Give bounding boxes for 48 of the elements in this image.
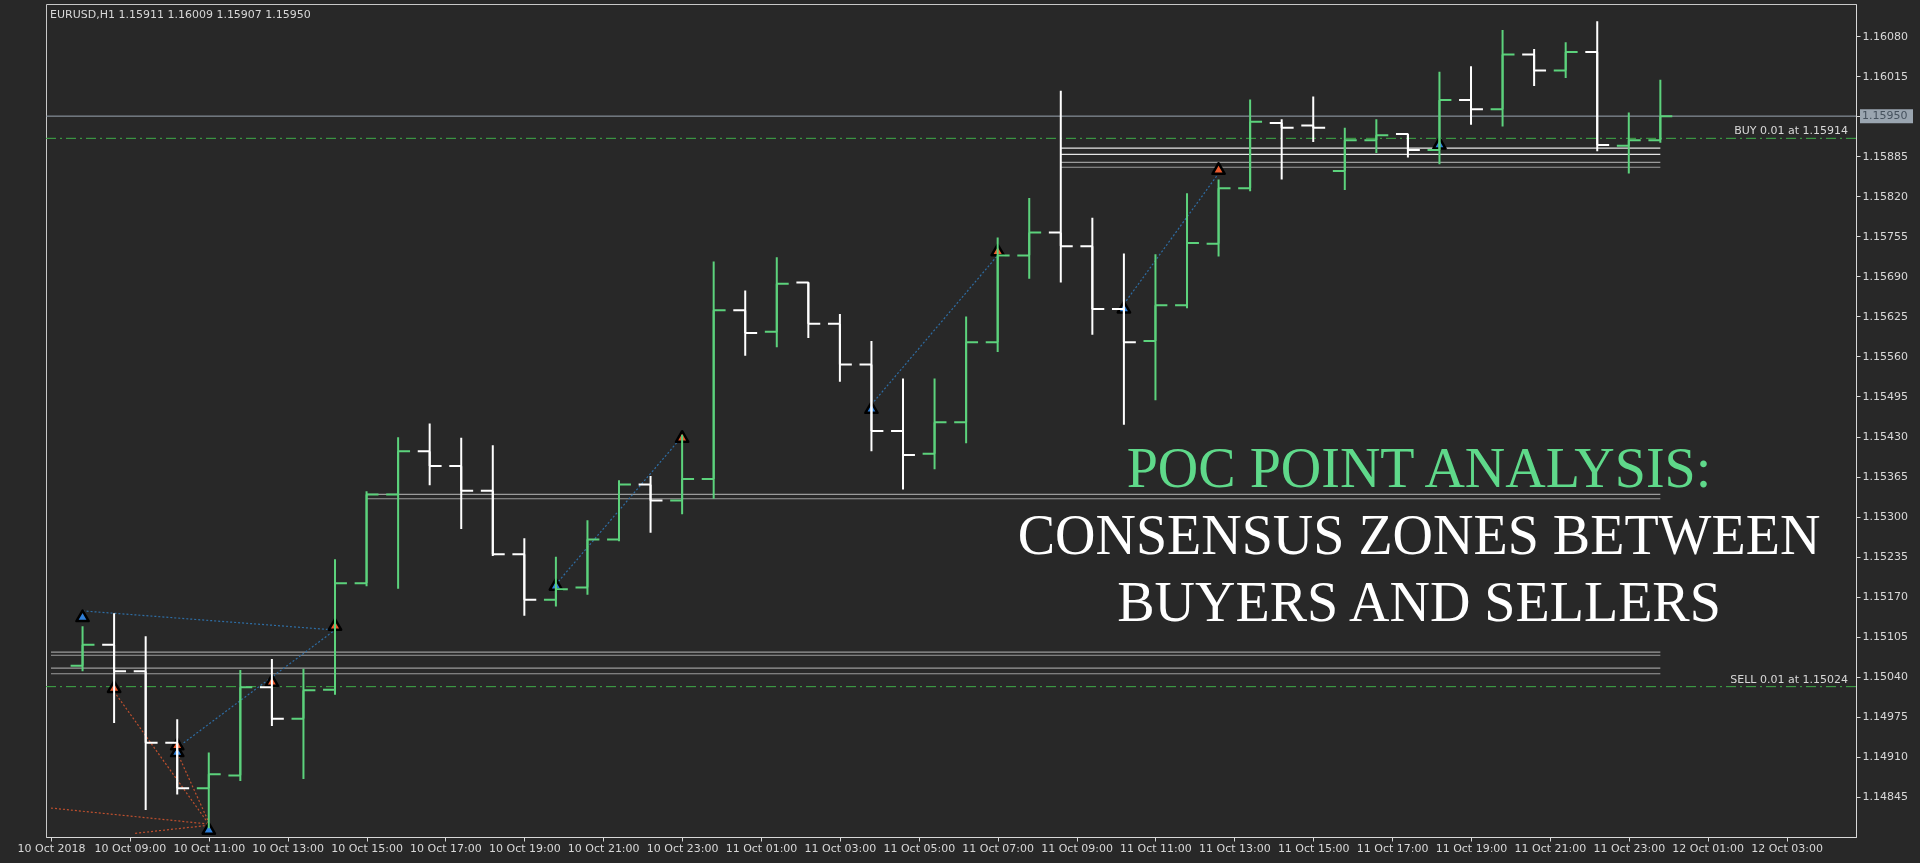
y-tick-label: 1.15235 (1862, 550, 1908, 564)
y-tick-label: 1.15690 (1862, 269, 1908, 283)
x-tick-label: 10 Oct 13:00 (252, 841, 325, 855)
x-tick-label: 11 Oct 13:00 (1198, 841, 1271, 855)
y-tick-label: 1.15885 (1862, 149, 1908, 163)
x-tick-label: 11 Oct 05:00 (883, 841, 956, 855)
x-tick-label: 10 Oct 11:00 (173, 841, 246, 855)
y-tick-label: 1.14845 (1862, 790, 1908, 804)
ref-line-label: BUY 0.01 at 1.15914 (1734, 124, 1848, 138)
x-tick-label: 11 Oct 01:00 (725, 841, 798, 855)
y-tick-label: 1.15495 (1862, 389, 1908, 403)
x-tick-label: 11 Oct 07:00 (962, 841, 1035, 855)
x-tick-label: 10 Oct 09:00 (94, 841, 167, 855)
x-tick-label: 12 Oct 03:00 (1751, 841, 1823, 855)
x-tick-label: 10 Oct 2018 (17, 841, 86, 855)
x-tick-label: 11 Oct 09:00 (1041, 841, 1113, 855)
x-tick-label: 11 Oct 21:00 (1514, 841, 1587, 855)
text: CONSENSUS ZONES BETWEEN BUYERS AND SELLERS (1017, 504, 1821, 633)
annotation: EURUSD,H1 1.15911 1.16009 1.15907 1.15950 (50, 8, 311, 21)
x-tick-label: 11 Oct 19:00 (1435, 841, 1508, 855)
text: POC POINT ANALYSIS: (1126, 437, 1712, 499)
x-tick-label: 10 Oct 15:00 (331, 841, 403, 855)
y-tick-label: 1.16015 (1862, 69, 1908, 83)
y-tick-label: 1.14910 (1862, 750, 1908, 764)
x-tick-label: 10 Oct 23:00 (646, 841, 719, 855)
y-tick-label: 1.15560 (1862, 349, 1908, 363)
y-tick-label: 1.16080 (1862, 29, 1908, 43)
y-tick-label: 1.15430 (1862, 430, 1908, 444)
x-tick-label: 12 Oct 01:00 (1672, 841, 1745, 855)
x-tick-label: 10 Oct 21:00 (567, 841, 640, 855)
y-tick-label: 1.15170 (1862, 590, 1908, 604)
y-tick-label: 1.15755 (1862, 229, 1908, 243)
y-tick-label: 1.15300 (1862, 510, 1908, 524)
x-tick-label: 11 Oct 03:00 (804, 841, 877, 855)
y-tick-label: 1.15820 (1862, 189, 1908, 203)
y-tick-label: 1.15040 (1862, 670, 1908, 684)
x-tick-label: 10 Oct 19:00 (488, 841, 561, 855)
ref-line-label: SELL 0.01 at 1.15024 (1730, 672, 1848, 686)
y-tick-label: 1.15105 (1862, 630, 1908, 644)
x-tick-label: 11 Oct 15:00 (1277, 841, 1350, 855)
x-tick-label: 11 Oct 23:00 (1593, 841, 1666, 855)
x-tick-label: 10 Oct 17:00 (410, 841, 482, 855)
ref-line-label: 1.15950 (1862, 109, 1908, 123)
y-tick-label: 1.15365 (1862, 470, 1908, 484)
x-tick-label: 11 Oct 17:00 (1356, 841, 1429, 855)
y-tick-label: 1.15625 (1862, 309, 1908, 323)
x-tick-label: 11 Oct 11:00 (1120, 841, 1192, 855)
y-tick-label: 1.14975 (1862, 710, 1908, 724)
